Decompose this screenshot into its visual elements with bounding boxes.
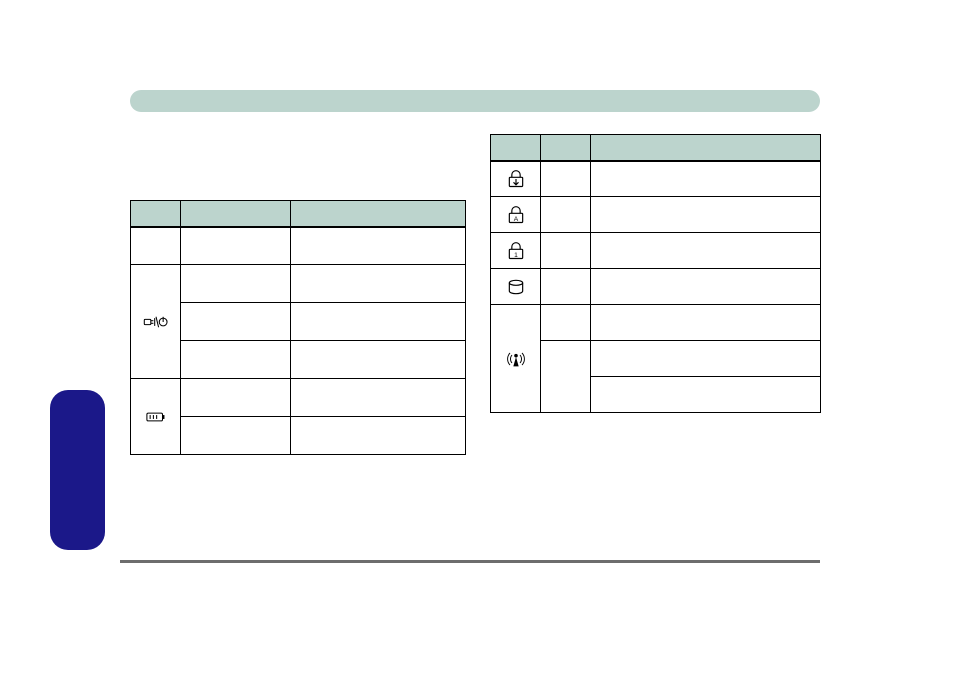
plug-power-icon: [131, 265, 181, 379]
cell: [591, 269, 821, 305]
right-header-1: [491, 135, 541, 161]
antenna-icon: [491, 305, 541, 413]
disk-icon: [491, 269, 541, 305]
cell: [591, 305, 821, 341]
cell: [541, 161, 591, 197]
cell: [541, 269, 591, 305]
cell: [541, 305, 591, 341]
battery-icon: [131, 379, 181, 455]
table-row: 1: [491, 233, 821, 269]
cell: [291, 341, 466, 379]
cell: [181, 417, 291, 455]
title-bar: [130, 90, 820, 112]
svg-text:A: A: [513, 215, 518, 222]
lock-a-icon: A: [491, 197, 541, 233]
cell: [541, 197, 591, 233]
cell: [291, 417, 466, 455]
table-row: [131, 417, 466, 455]
left-header-1: [131, 201, 181, 227]
cell: [181, 341, 291, 379]
cell: [591, 341, 821, 377]
lock-1-icon: 1: [491, 233, 541, 269]
table-row: A: [491, 197, 821, 233]
right-header-2: [541, 135, 591, 161]
table-row: [131, 379, 466, 417]
left-indicator-table: [130, 200, 466, 455]
cell: [181, 227, 291, 265]
cell: [591, 233, 821, 269]
left-header-2: [181, 201, 291, 227]
cell: [291, 303, 466, 341]
cell: [181, 265, 291, 303]
cell: [591, 197, 821, 233]
icon-cell-blank: [131, 227, 181, 265]
cell: [541, 341, 591, 413]
cell: [541, 233, 591, 269]
table-row: [491, 161, 821, 197]
cell: [181, 303, 291, 341]
table-row: [131, 227, 466, 265]
table-row: [491, 269, 821, 305]
cell: [291, 265, 466, 303]
table-row: [491, 305, 821, 341]
table-row: [131, 341, 466, 379]
cell: [181, 379, 291, 417]
right-header-3: [591, 135, 821, 161]
cell: [291, 227, 466, 265]
footer-line: [120, 560, 820, 563]
table-row: [131, 265, 466, 303]
right-indicator-table: A 1: [490, 134, 821, 413]
table-row: [491, 341, 821, 377]
cell: [291, 379, 466, 417]
table-row: [131, 303, 466, 341]
lock-down-icon: [491, 161, 541, 197]
cell: [591, 161, 821, 197]
side-tab: [50, 390, 105, 550]
svg-text:1: 1: [514, 251, 518, 258]
left-header-3: [291, 201, 466, 227]
cell: [591, 377, 821, 413]
